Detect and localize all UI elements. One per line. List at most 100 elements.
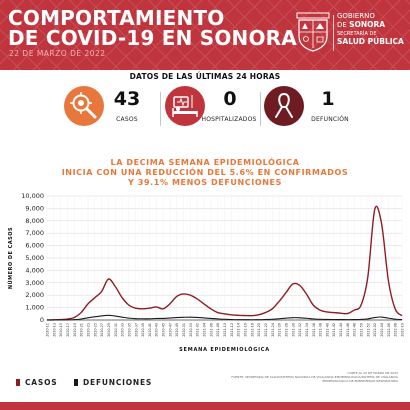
headline-line-2: INICIA CON UNA REDUCCIÓN DEL 5.6% EN CON…	[61, 168, 349, 177]
data-point-defunciones-48	[374, 317, 376, 318]
header-pattern	[0, 0, 410, 70]
data-point-casos-3	[67, 318, 68, 320]
data-point-defunciones-13	[135, 318, 137, 319]
x-tick-label-18: 2020-47	[168, 323, 172, 337]
x-tick-label-41: 2021-40	[325, 323, 329, 337]
data-point-casos-52	[401, 315, 403, 317]
y-tick-label-1: 1,000	[25, 304, 44, 312]
stat-casos-value: 43	[113, 88, 141, 110]
data-point-defunciones-3	[67, 319, 68, 321]
ribbon-icon	[264, 86, 304, 126]
data-point-defunciones-10	[114, 315, 116, 317]
data-point-casos-22	[196, 298, 198, 300]
data-point-casos-11	[121, 297, 123, 299]
data-point-defunciones-7	[94, 316, 96, 318]
data-point-casos-37	[299, 284, 300, 286]
y-tick-label-4: 4,000	[25, 266, 44, 274]
x-tick-label-11: 2020-33	[121, 323, 125, 337]
x-tick-label-45: 2021-48	[353, 323, 357, 337]
data-point-defunciones-30	[251, 319, 253, 321]
data-point-casos-48	[374, 209, 376, 210]
data-point-casos-38	[306, 293, 307, 295]
legend-swatch-defunciones	[74, 379, 78, 386]
data-point-defunciones-33	[271, 318, 273, 320]
x-tick-label-51: 2022-08	[394, 323, 398, 337]
data-point-casos-23	[203, 303, 205, 305]
data-point-casos-43	[340, 312, 341, 314]
title-line-1: COMPORTAMIENTO	[8, 6, 225, 30]
x-tick-label-1: 2020-13	[52, 323, 56, 337]
x-tick-label-16: 2020-43	[155, 323, 159, 337]
legend-swatch-casos	[16, 379, 20, 386]
x-tick-label-3: 2020-17	[66, 323, 70, 337]
data-point-defunciones-24	[210, 318, 212, 319]
x-tick-label-35: 2021-28	[284, 323, 288, 337]
data-point-casos-49	[381, 222, 382, 224]
data-point-defunciones-50	[387, 317, 389, 319]
x-tick-label-6: 2020-23	[86, 323, 90, 337]
data-point-defunciones-40	[319, 318, 321, 320]
x-tick-label-20: 2020-51	[182, 323, 186, 337]
x-tick-label-9: 2020-29	[107, 323, 111, 337]
data-point-defunciones-42	[333, 319, 335, 320]
data-point-defunciones-4	[73, 319, 75, 320]
y-tick-label-2: 2,000	[25, 291, 44, 299]
x-tick-label-7: 2020-25	[93, 323, 97, 337]
data-point-defunciones-51	[394, 318, 396, 320]
data-point-defunciones-38	[306, 317, 307, 319]
x-tick-label-44: 2021-46	[346, 323, 350, 337]
sonora-shield-icon	[296, 12, 330, 52]
x-tick-label-34: 2021-26	[278, 323, 282, 337]
report-date: 22 DE MARZO DE 2022	[9, 49, 106, 58]
data-point-casos-14	[142, 308, 143, 310]
data-point-defunciones-23	[203, 317, 205, 319]
data-point-casos-18	[169, 303, 171, 305]
data-point-casos-8	[101, 291, 102, 292]
y-tick-label-5: 5,000	[25, 254, 44, 262]
gov-line-1: GOBIERNO	[337, 12, 375, 20]
data-point-defunciones-15	[149, 318, 150, 320]
data-point-casos-12	[128, 304, 130, 306]
stat-defuncion: 1 DEFUNCIÓN	[264, 86, 354, 130]
data-point-defunciones-25	[217, 318, 219, 320]
data-point-defunciones-18	[169, 317, 171, 319]
data-point-defunciones-8	[101, 315, 102, 317]
y-axis-label: NÚMERO DE CASOS	[7, 227, 14, 289]
x-tick-label-49: 2022-04	[380, 323, 384, 337]
data-point-casos-42	[333, 312, 335, 313]
data-point-casos-30	[251, 315, 253, 317]
logo-divider	[333, 15, 334, 51]
stats-title: DATOS DE LAS ÚLTIMAS 24 HORAS	[129, 72, 281, 81]
legend-label-defunciones: DEFUNCIONES	[83, 378, 153, 387]
data-point-defunciones-17	[162, 318, 164, 319]
x-tick-label-33: 2021-24	[271, 323, 275, 337]
data-point-casos-7	[94, 297, 96, 299]
data-point-defunciones-49	[381, 316, 382, 318]
x-tick-label-36: 2021-30	[291, 323, 295, 337]
data-point-casos-17	[162, 308, 164, 310]
x-tick-label-28: 2021-14	[237, 323, 241, 337]
x-tick-label-47: 2021-52	[366, 323, 370, 337]
x-tick-label-30: 2021-18	[250, 323, 254, 337]
stat-hospitalizados-label: HOSPITALIZADOS	[201, 116, 257, 123]
x-tick-label-52: 2022-10	[401, 323, 405, 337]
x-tick-label-27: 2021-12	[230, 323, 234, 337]
stat-defuncion-value: 1	[321, 88, 335, 110]
data-point-defunciones-27	[230, 319, 232, 320]
x-tick-label-40: 2021-38	[319, 323, 323, 337]
data-point-casos-46	[360, 304, 362, 306]
data-point-defunciones-37	[299, 317, 300, 319]
data-point-casos-5	[80, 312, 82, 313]
headline-line-1: LA DECIMA SEMANA EPIDEMIOLÓGICA	[110, 158, 300, 167]
gov-line-2b: SONORA	[349, 19, 386, 29]
data-point-defunciones-46	[360, 319, 362, 320]
source-text: FUENTE: SECRETARÍA DE SALUD/SISTEMA NACI…	[231, 375, 398, 383]
data-point-defunciones-36	[292, 317, 294, 318]
data-point-casos-32	[265, 312, 266, 313]
stat-hospitalizados-value: 0	[223, 88, 237, 110]
data-point-defunciones-41	[326, 319, 328, 320]
x-tick-label-38: 2021-34	[305, 323, 309, 337]
data-point-casos-15	[149, 307, 150, 309]
x-tick-label-22: 2021-02	[196, 323, 200, 337]
x-tick-label-13: 2020-37	[134, 323, 138, 337]
